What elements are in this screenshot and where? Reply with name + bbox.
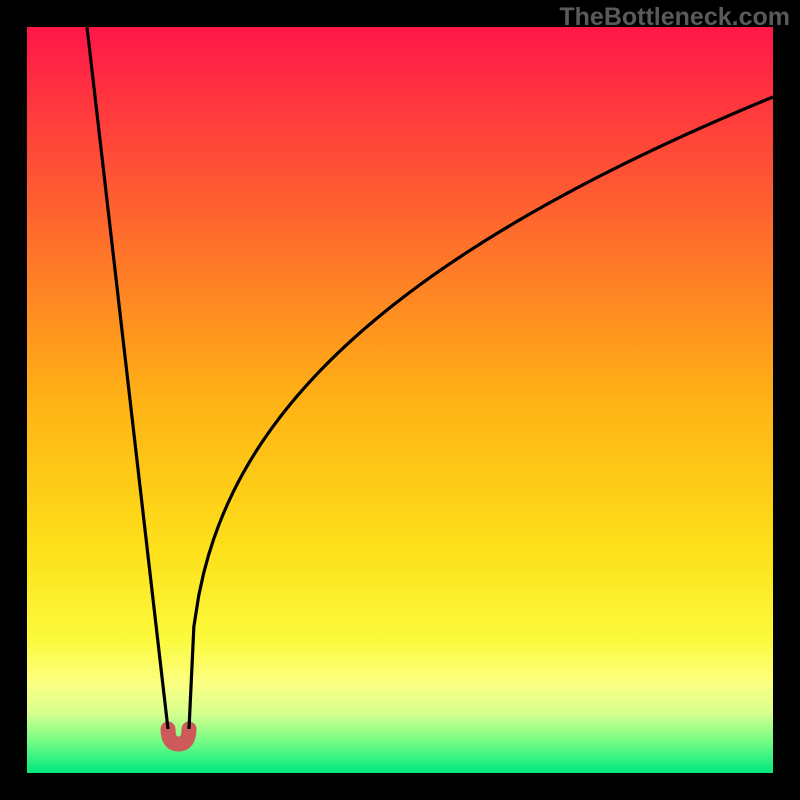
watermark-text: TheBottleneck.com xyxy=(559,3,790,32)
plot-svg xyxy=(27,27,773,773)
chart-container: TheBottleneck.com xyxy=(0,0,800,800)
gradient-background xyxy=(27,27,773,773)
plot-area xyxy=(27,27,773,773)
